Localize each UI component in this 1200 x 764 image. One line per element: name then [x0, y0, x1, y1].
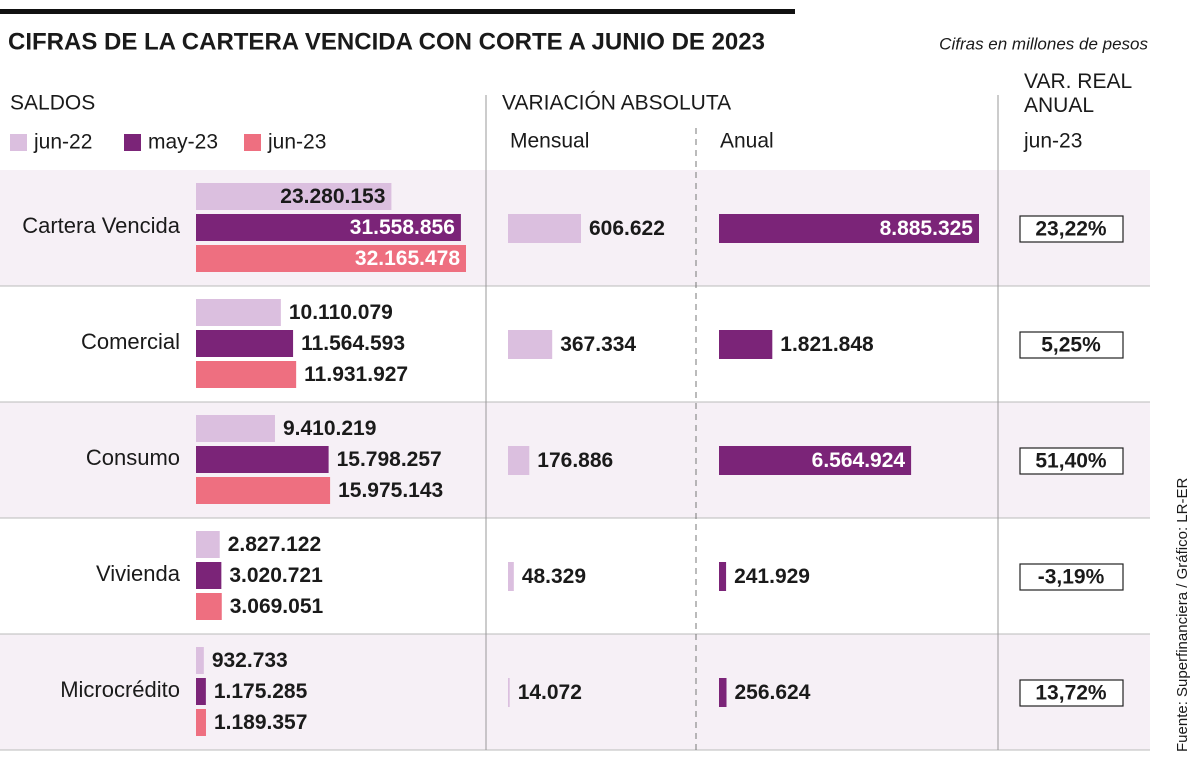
legend-swatch: [124, 134, 141, 151]
bar: [719, 678, 727, 707]
top-rule: [0, 9, 795, 14]
value-label: 367.334: [560, 333, 636, 356]
value-label: 5,25%: [1041, 334, 1101, 357]
value-label: 23,22%: [1035, 218, 1107, 241]
subtitle: Cifras en millones de pesos: [939, 34, 1148, 53]
bar: [719, 446, 912, 475]
column-title: jun-23: [1023, 130, 1082, 153]
source: Fuente: Superfinanciera / Gráfico: LR-ER: [1174, 478, 1191, 752]
category-label: Cartera Vencida: [22, 213, 181, 238]
column-title: Anual: [720, 130, 774, 153]
value-box: [1019, 447, 1124, 475]
value-label: 11.931.927: [304, 363, 408, 386]
row-background: [0, 402, 1150, 518]
bar: [508, 562, 514, 591]
bar: [508, 330, 553, 359]
value-label: 1.175.285: [214, 680, 308, 703]
bar: [196, 531, 220, 558]
bar: [508, 678, 510, 707]
value-box: [1019, 215, 1124, 243]
bar: [196, 446, 329, 473]
bar: [508, 214, 581, 243]
bar: [196, 299, 281, 326]
value-label: 241.929: [734, 565, 810, 588]
value-label: 2.827.122: [228, 533, 321, 556]
value-label: 176.886: [537, 449, 613, 472]
value-label: 1.821.848: [780, 333, 874, 356]
legend-label: jun-23: [267, 131, 326, 154]
bar: [196, 562, 222, 589]
section-title: SALDOS: [10, 92, 95, 115]
value-box: [1019, 331, 1124, 359]
bar: [196, 647, 204, 674]
bar: [196, 709, 206, 736]
value-label: 10.110.079: [289, 301, 393, 324]
value-label: 8.885.325: [880, 217, 974, 240]
bar: [196, 214, 461, 241]
legend-label: may-23: [148, 131, 218, 154]
value-label: 15.975.143: [338, 479, 443, 502]
bar: [196, 415, 275, 442]
value-label: 6.564.924: [812, 449, 906, 472]
bar: [196, 361, 297, 388]
category-label: Microcrédito: [60, 677, 180, 702]
column-title: Mensual: [510, 130, 589, 153]
category-label: Comercial: [81, 329, 180, 354]
bar: [719, 562, 727, 591]
bar: [196, 245, 466, 272]
value-label: 15.798.257: [337, 448, 442, 471]
value-label: 3.069.051: [230, 595, 324, 618]
chart-title: CIFRAS DE LA CARTERA VENCIDA CON CORTE A…: [8, 28, 765, 55]
value-label: -3,19%: [1038, 566, 1105, 589]
value-label: 256.624: [735, 681, 811, 704]
bar: [196, 183, 392, 210]
bar: [719, 214, 979, 243]
bar: [196, 678, 206, 705]
legend-swatch: [10, 134, 27, 151]
row-background: [0, 634, 1150, 750]
bar: [719, 330, 773, 359]
value-label: 606.622: [589, 217, 665, 240]
section-title-box: VAR. REAL ANUAL: [1024, 70, 1132, 117]
section-title: VARIACIÓN ABSOLUTA: [502, 92, 731, 115]
value-label: 51,40%: [1035, 450, 1107, 473]
rows: Cartera Vencida 23.280.153 31.558.856 32.16…: [0, 170, 1150, 751]
value-label: 32.165.478: [355, 247, 460, 270]
value-label: 48.329: [522, 565, 586, 588]
bar: [196, 477, 331, 504]
bar: [508, 446, 530, 475]
value-box: [1019, 679, 1124, 707]
value-label: 23.280.153: [280, 185, 385, 208]
legend-label: jun-22: [33, 131, 92, 154]
value-label: 932.733: [212, 649, 288, 672]
value-label: 11.564.593: [301, 332, 405, 355]
category-label: Vivienda: [96, 561, 181, 586]
value-label: 1.189.357: [214, 711, 307, 734]
value-label: 31.558.856: [350, 216, 455, 239]
value-box: [1019, 563, 1124, 591]
bar: [196, 593, 222, 620]
bar: [196, 330, 294, 357]
legend-swatch: [244, 134, 261, 151]
value-label: 14.072: [518, 681, 582, 704]
value-label: 3.020.721: [229, 564, 323, 587]
value-label: 13,72%: [1035, 682, 1107, 705]
category-label: Consumo: [86, 445, 180, 470]
value-label: 9.410.219: [283, 417, 376, 440]
section-title: VAR. REAL ANUAL: [1024, 70, 1132, 117]
